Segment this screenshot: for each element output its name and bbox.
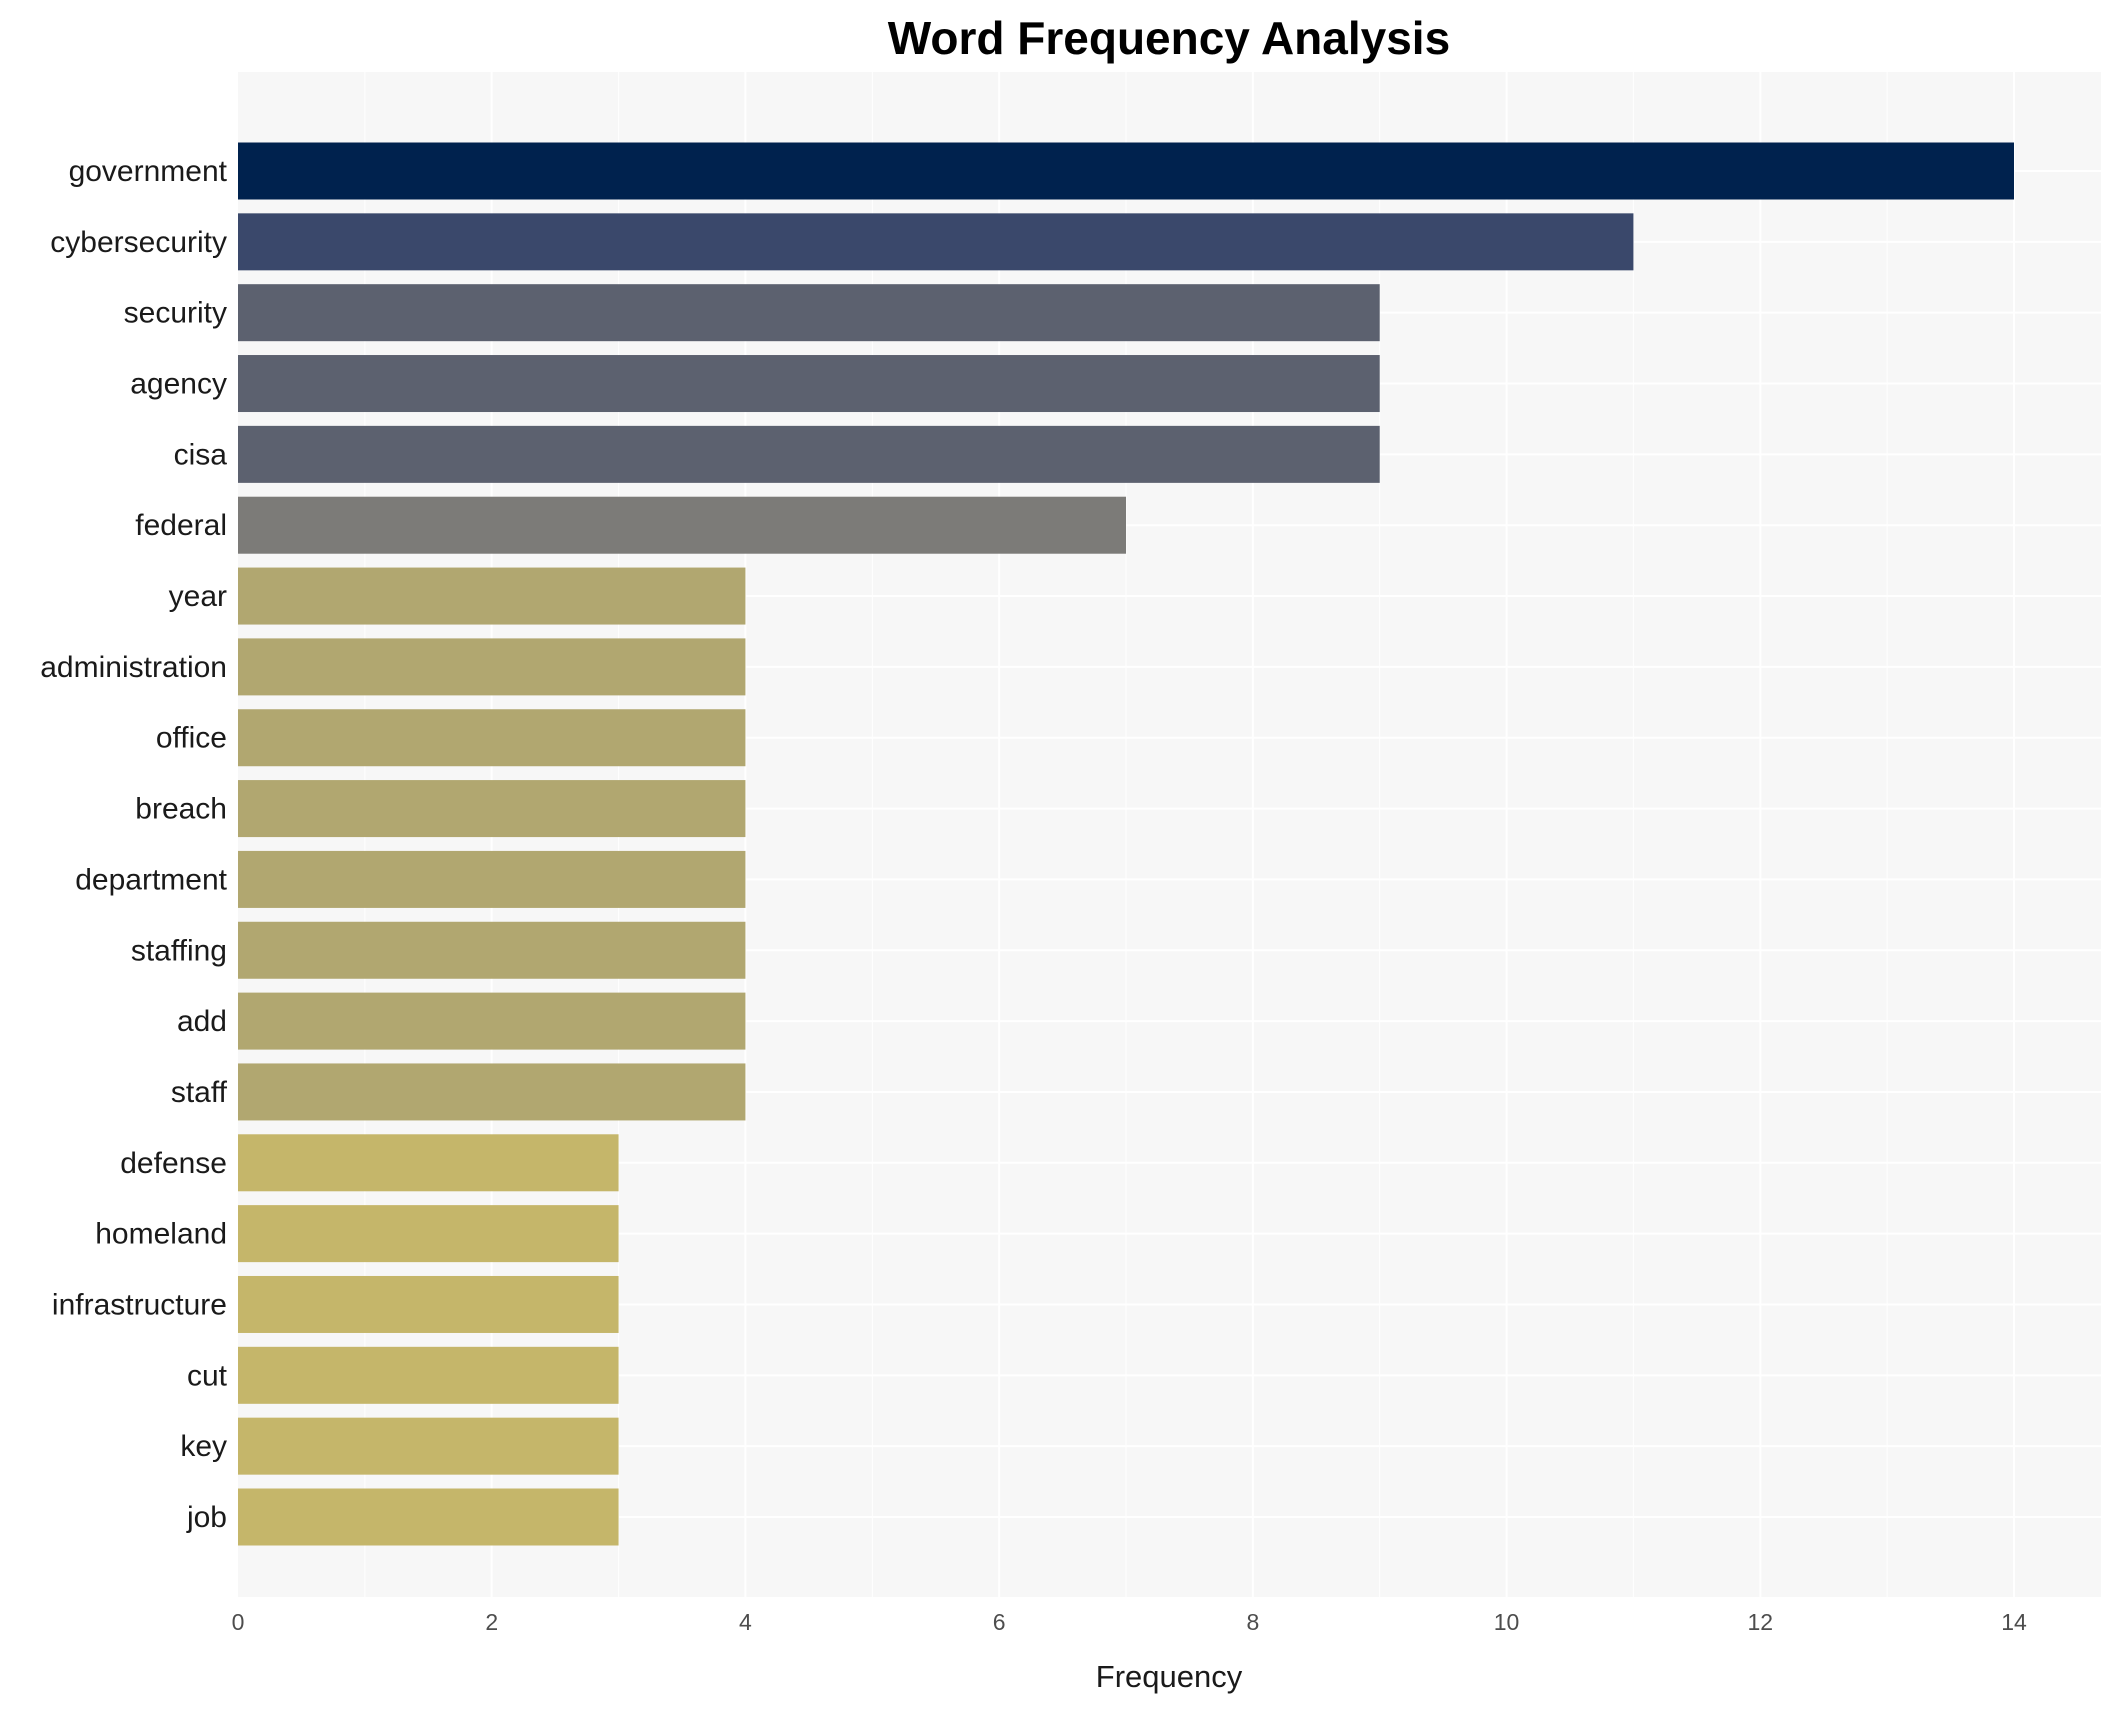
x-tick-label: 6 <box>993 1609 1006 1635</box>
y-tick-label: add <box>177 1005 227 1038</box>
y-tick-label: infrastructure <box>52 1288 227 1321</box>
bars <box>238 142 2014 1546</box>
bar-staffing <box>238 921 746 979</box>
y-tick-label: year <box>169 580 227 613</box>
y-tick-label: homeland <box>95 1218 227 1251</box>
bar-security <box>238 284 1380 342</box>
y-tick-label: office <box>156 722 227 755</box>
bar-federal <box>238 496 1126 554</box>
x-tick-label: 0 <box>232 1609 245 1635</box>
x-tick-label: 2 <box>485 1609 498 1635</box>
bar-administration <box>238 638 746 696</box>
bar-office <box>238 709 746 767</box>
bar-add <box>238 992 746 1050</box>
bar-cisa <box>238 425 1380 483</box>
y-tick-label: breach <box>135 793 227 826</box>
y-tick-label: staff <box>171 1076 228 1109</box>
bar-department <box>238 850 746 908</box>
y-tick-label: department <box>75 863 227 896</box>
bar-cut <box>238 1346 619 1404</box>
y-tick-label: cisa <box>174 438 228 471</box>
bar-government <box>238 142 2014 200</box>
bar-defense <box>238 1134 619 1192</box>
bar-homeland <box>238 1205 619 1263</box>
y-tick-label: staffing <box>131 934 227 967</box>
y-tick-label: defense <box>120 1147 227 1180</box>
x-axis-label: Frequency <box>1096 1659 1243 1694</box>
y-tick-label: cut <box>187 1359 228 1392</box>
x-tick-label: 12 <box>1747 1609 1773 1635</box>
y-tick-label: federal <box>135 509 227 542</box>
bar-infrastructure <box>238 1275 619 1333</box>
y-tick-label: administration <box>40 651 227 684</box>
bar-agency <box>238 355 1380 413</box>
chart-title: Word Frequency Analysis <box>888 12 1450 64</box>
x-tick-label: 8 <box>1246 1609 1259 1635</box>
x-tick-label: 14 <box>2001 1609 2027 1635</box>
bar-breach <box>238 780 746 838</box>
x-tick-labels: 0 2 4 6 8 10 12 14 <box>232 1609 2027 1635</box>
y-tick-label: security <box>124 297 227 330</box>
y-tick-label: key <box>180 1430 227 1463</box>
bar-cybersecurity <box>238 213 1634 271</box>
x-tick-label: 4 <box>739 1609 752 1635</box>
bar-job <box>238 1488 619 1546</box>
bar-staff <box>238 1063 746 1121</box>
y-tick-label: cybersecurity <box>50 226 227 259</box>
y-tick-label: agency <box>130 368 227 401</box>
bar-year <box>238 567 746 625</box>
y-tick-labels: government cybersecurity security agency cis… <box>40 155 227 1534</box>
bar-key <box>238 1417 619 1475</box>
y-tick-label: government <box>69 155 228 188</box>
y-tick-label: job <box>186 1501 227 1534</box>
x-tick-label: 10 <box>1494 1609 1520 1635</box>
